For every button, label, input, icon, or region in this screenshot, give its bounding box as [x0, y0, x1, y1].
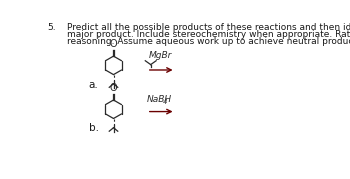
Text: MgBr: MgBr — [148, 51, 172, 60]
Text: reasoning. Assume aqueous work up to achieve neutral products.: reasoning. Assume aqueous work up to ach… — [67, 37, 350, 46]
Text: Predict all the possible products of these reactions and then identify the: Predict all the possible products of the… — [67, 23, 350, 32]
Text: a.: a. — [89, 80, 98, 90]
Text: major product. Include stereochemistry when appropriate. Rationalize your: major product. Include stereochemistry w… — [67, 30, 350, 39]
Text: NaBH: NaBH — [147, 95, 172, 104]
Text: b.: b. — [89, 123, 99, 133]
Text: O: O — [110, 39, 117, 49]
Text: O: O — [110, 83, 117, 93]
Text: 4: 4 — [163, 99, 167, 105]
Text: 5.: 5. — [48, 23, 56, 32]
